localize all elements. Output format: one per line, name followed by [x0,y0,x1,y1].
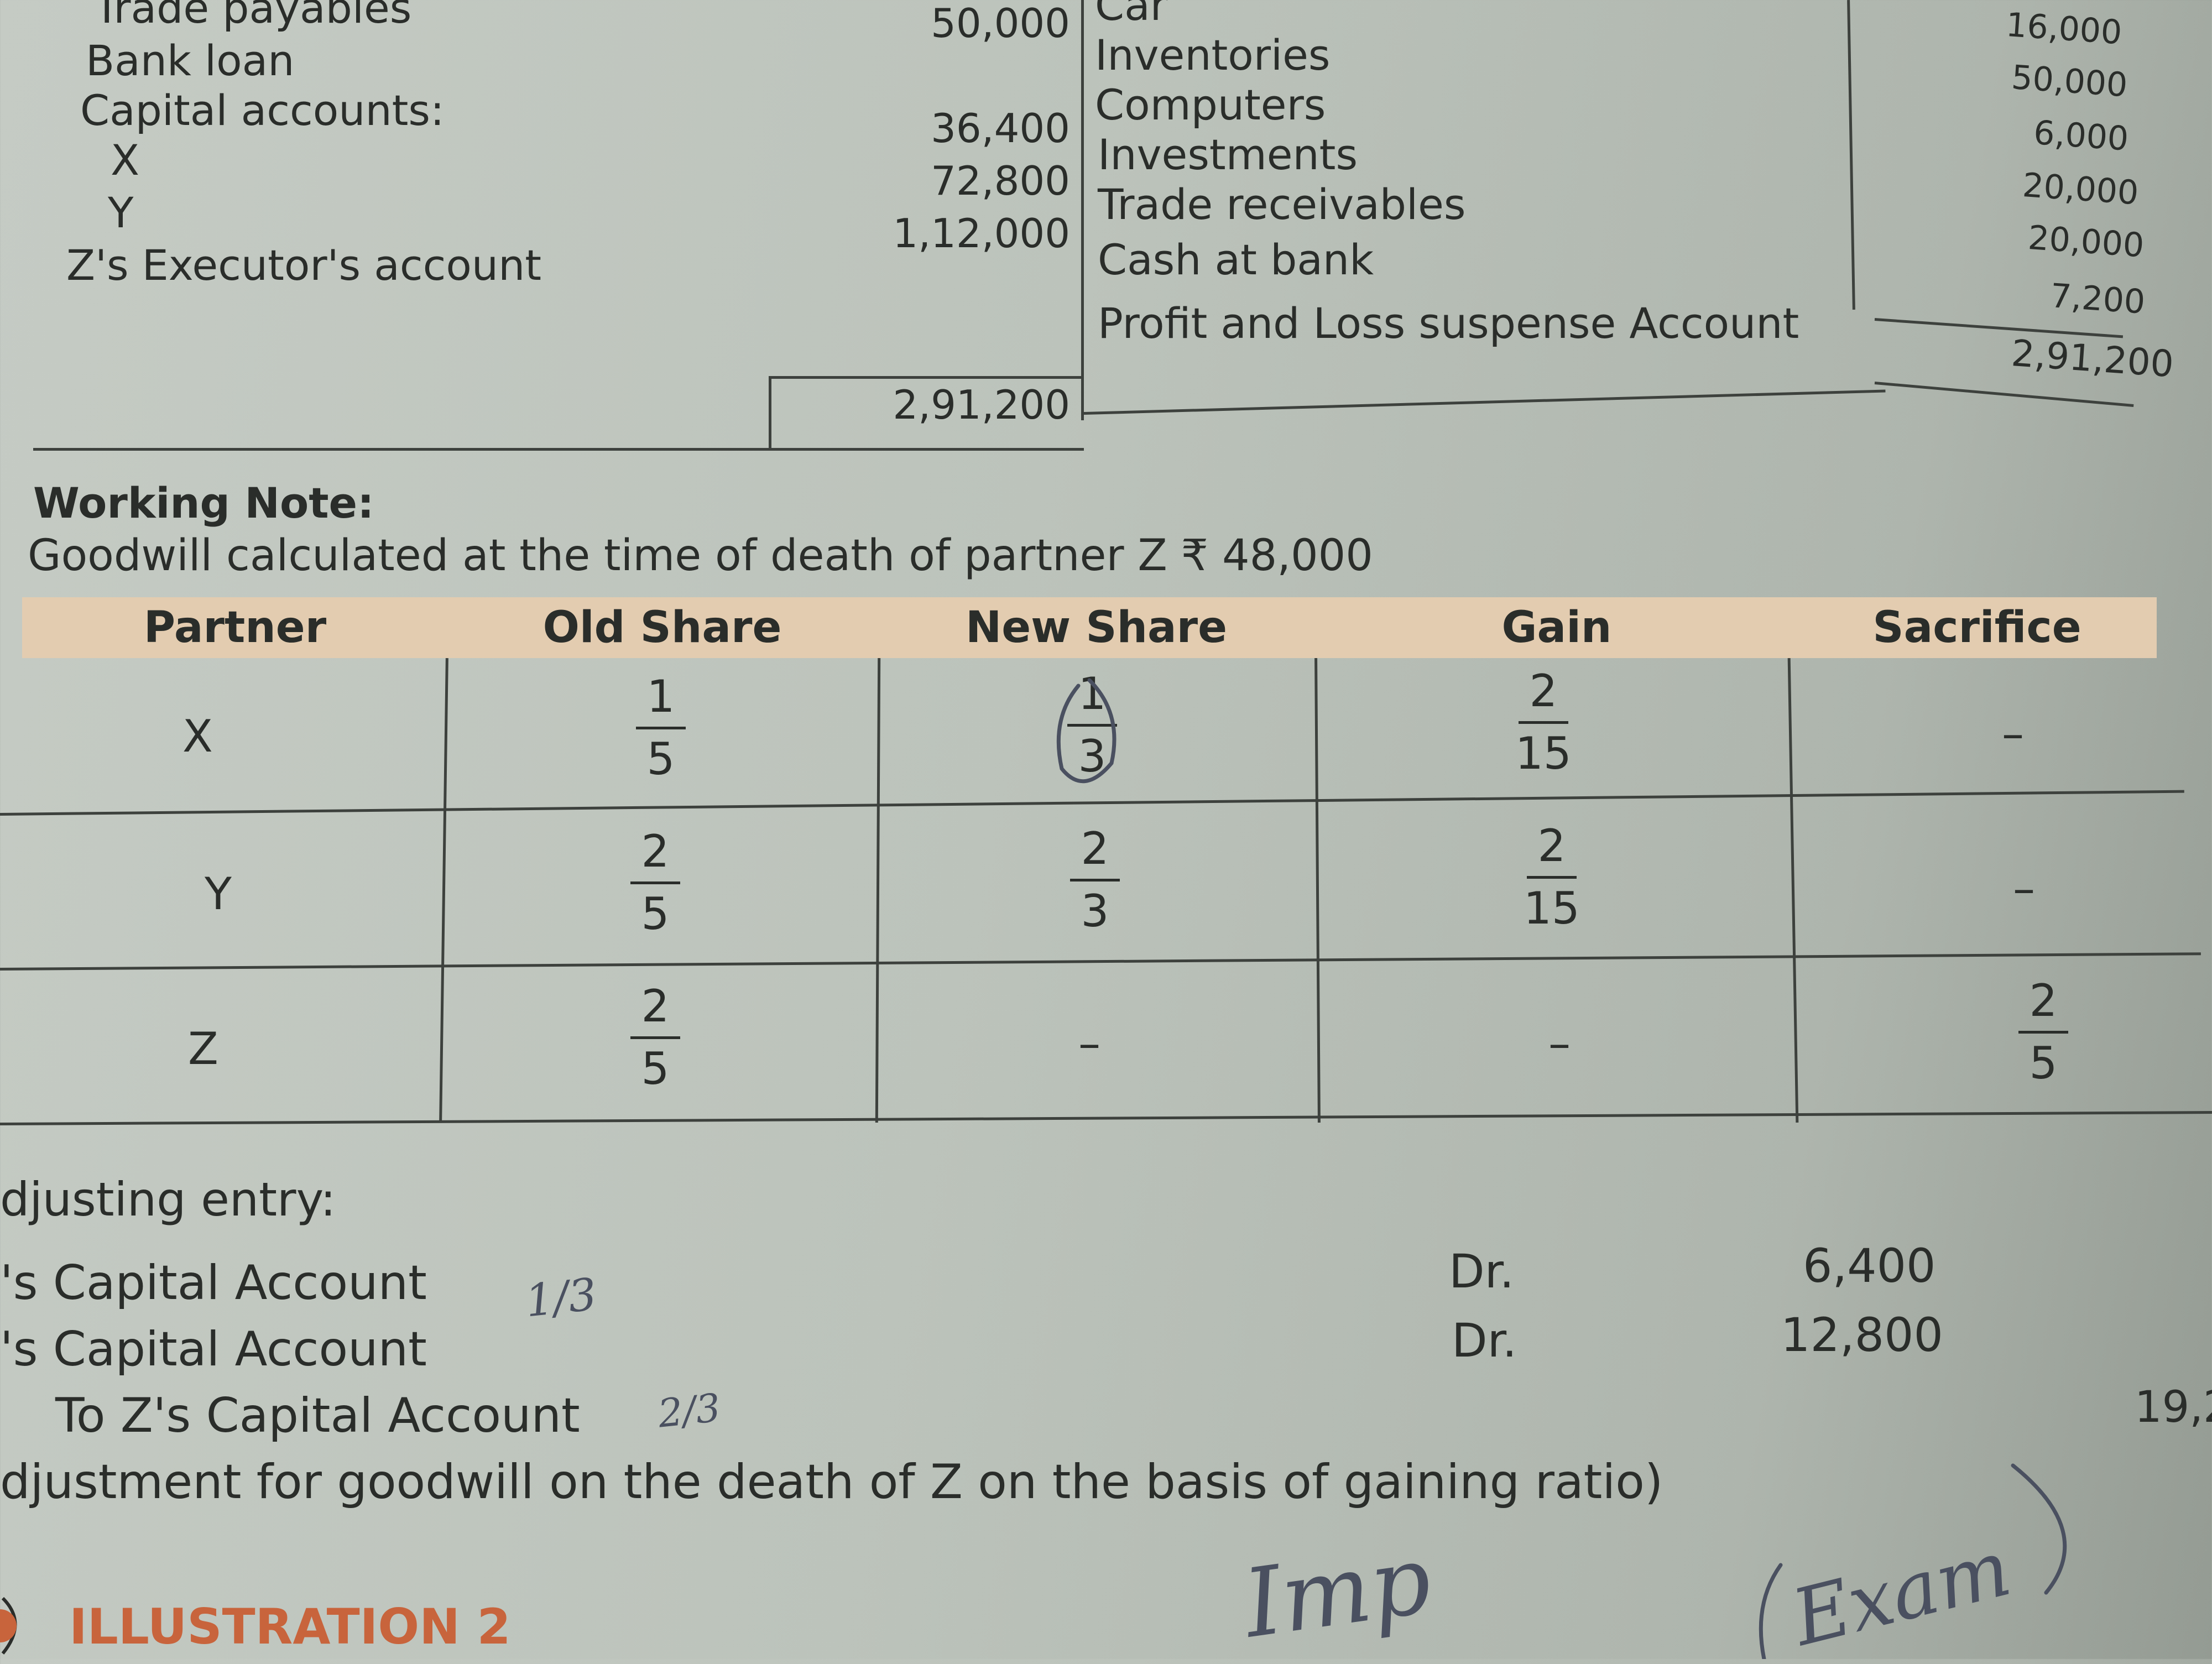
column-header: Partner [143,603,327,653]
new-share: – [1078,1018,1100,1069]
debit-marker: Dr. [1452,1313,1517,1368]
gain: 2 15 [1524,820,1580,934]
sacrifice: – [2002,708,2024,759]
circle-mark [1056,678,1117,784]
partner-cell: Z [188,1023,218,1074]
handwritten-fraction: 1/3 [523,1268,599,1327]
liability-label: Y [108,188,134,237]
debit-marker: Dr. [1449,1244,1515,1298]
column-header: Old Share [542,603,782,653]
liability-label: Z's Executor's account [66,241,542,290]
asset-label: Investments [1098,130,1358,179]
gaining-ratio-table: Partner Old Share New Share Gain Sacrifi… [0,597,2212,1128]
entry-line: To Z's Capital Account [55,1388,580,1443]
table-header: Partner Old Share New Share Gain Sacrifi… [22,597,2157,658]
liabilities-total: 2,91,200 [893,382,1070,428]
column-divider [769,376,771,448]
debit-amount: 6,400 [1803,1239,1936,1293]
illustration-icon [0,1597,17,1655]
liability-amount: 72,800 [931,158,1070,204]
asset-label: Car [1095,0,1167,30]
illustration-heading: ILLUSTRATION 2 [69,1598,511,1655]
goodwill-text: Goodwill calculated at the time of death… [28,531,1373,581]
liability-label: Capital accounts: [80,86,445,135]
asset-label: Trade receivables [1098,180,1466,229]
partner-cell: X [182,711,213,762]
narration: djustment for goodwill on the death of Z… [0,1454,1663,1510]
bracket-mark [1759,1563,1783,1659]
asset-label: Inventories [1095,30,1331,80]
liability-label: X [111,135,140,185]
bracket-mark [2011,1463,2067,1595]
liability-amount: 50,000 [931,0,1070,46]
credit-amount: 19,2 [2135,1383,2212,1432]
entry-line: 's Capital Account [0,1255,427,1311]
column-divider [1081,0,1084,420]
asset-label: Cash at bank [1098,235,1374,284]
liability-amount: 1,12,000 [893,210,1070,257]
entry-line: 's Capital Account [0,1322,427,1377]
gain: 2 15 [1515,665,1572,779]
adjusting-entry-heading: djusting entry: [0,1172,336,1227]
column-header: Sacrifice [1872,603,2081,653]
sacrifice: – [2013,863,2035,914]
liability-label: Bank loan [86,36,295,85]
debit-amount: 12,800 [1781,1308,1943,1362]
asset-label: Profit and Loss suspense Account [1098,299,1799,348]
column-header: New Share [965,603,1228,653]
gain: – [1548,1018,1571,1069]
liability-label: Trade payables [94,0,412,33]
asset-label: Computers [1095,80,1326,129]
working-note-heading: Working Note: [33,478,374,528]
handwritten-fraction: 2/3 [656,1385,723,1437]
total-line [769,376,1084,379]
bottom-rule [33,448,1084,451]
partner-cell: Y [205,868,232,920]
column-header: Gain [1501,603,1612,653]
liability-amount: 36,400 [931,105,1070,152]
